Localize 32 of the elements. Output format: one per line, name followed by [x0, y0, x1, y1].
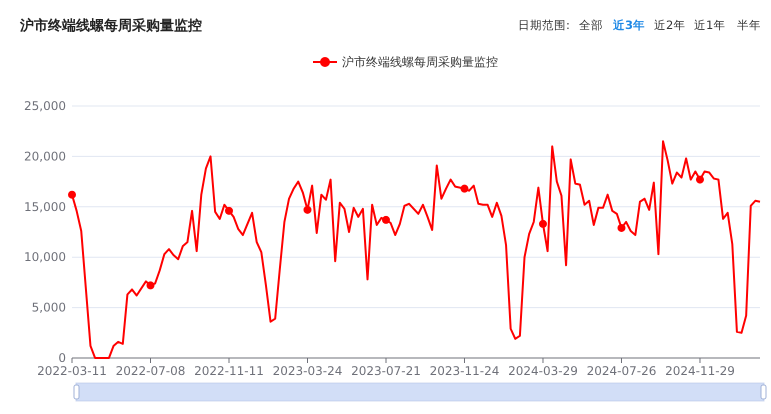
legend-label: 沪市终端线螺每周采购量监控	[342, 55, 498, 69]
y-tick-label: 10,000	[24, 250, 66, 264]
x-tick-label: 2022-03-11	[37, 364, 107, 378]
point	[224, 206, 233, 215]
point	[382, 216, 390, 224]
y-tick-label: 15,000	[24, 200, 66, 214]
x-tick-label: 2023-07-21	[351, 364, 421, 378]
text: 近2年	[654, 18, 686, 32]
y-tick-label: 20,000	[24, 149, 66, 164]
text: 近1年	[694, 18, 726, 32]
x-tick-label: 2022-11-11	[194, 364, 264, 378]
chart-title: 沪市终端线螺每周采购量监控	[19, 17, 202, 34]
point	[617, 224, 626, 232]
x-tick-label: 2023-11-24	[430, 364, 500, 378]
y-tick-label: 25,000	[24, 99, 66, 113]
x-tick-label: 2024-03-29	[508, 364, 578, 378]
point	[538, 220, 547, 228]
text: 半年	[737, 18, 761, 32]
text: 近3年	[612, 18, 646, 32]
text: 全部	[579, 18, 603, 32]
point	[460, 184, 468, 193]
y-tick-label: 0	[58, 351, 66, 365]
point	[696, 176, 704, 184]
point	[303, 206, 312, 214]
point	[68, 190, 76, 199]
x-tick-label: 2024-07-26	[586, 364, 656, 378]
x-tick-label: 2024-11-29	[665, 364, 735, 378]
y-tick-label: 5,000	[32, 300, 66, 315]
x-tick-label: 2023-03-24	[272, 364, 342, 378]
text: 日期范围:	[518, 18, 570, 32]
x-tick-label: 2022-07-08	[116, 364, 186, 378]
point	[146, 281, 154, 290]
